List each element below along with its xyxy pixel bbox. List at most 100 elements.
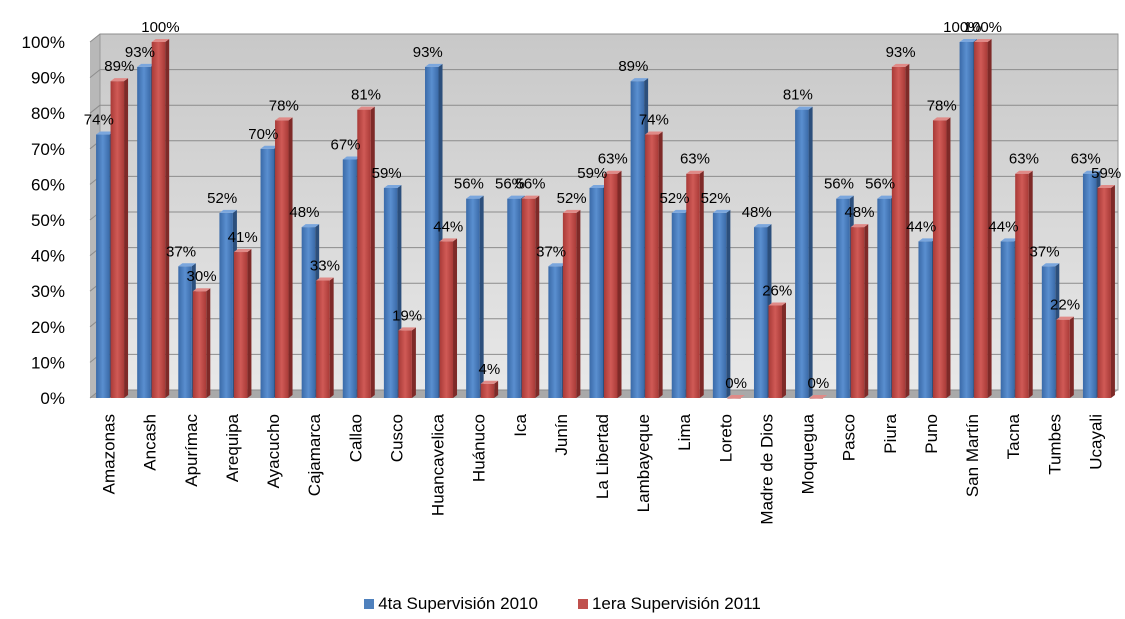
data-label: 0% xyxy=(808,375,830,392)
data-label: 78% xyxy=(269,97,299,114)
data-label: 93% xyxy=(413,44,443,61)
data-label: 59% xyxy=(372,165,402,182)
bar-series-2 xyxy=(974,39,992,398)
y-tick-label: 50% xyxy=(31,211,65,230)
bar-series-2 xyxy=(727,395,745,399)
bar-series-2 xyxy=(521,195,540,398)
data-label: 52% xyxy=(207,190,237,207)
data-label: 67% xyxy=(331,136,361,153)
data-label: 37% xyxy=(1030,243,1060,260)
x-tick-label: Madre de Dios xyxy=(757,414,776,525)
x-tick-label: Apurímac xyxy=(182,414,201,487)
data-label: 48% xyxy=(844,204,874,221)
data-label: 78% xyxy=(927,97,957,114)
x-axis: Amazonas Ancash Apurímac Arequipa Ayacucho Ca… xyxy=(100,413,1106,524)
data-label: 56% xyxy=(454,176,484,193)
bar-series-2 xyxy=(932,117,951,398)
data-label: 4% xyxy=(479,361,501,378)
data-label: 44% xyxy=(906,218,936,235)
x-tick-label: Moquegua xyxy=(799,413,818,494)
x-tick-label: Loreto xyxy=(716,414,735,462)
data-label: 93% xyxy=(886,44,916,61)
bar-series-1 xyxy=(712,209,731,398)
data-label: 56% xyxy=(515,176,545,193)
bar-series-2 xyxy=(110,78,129,398)
bar-series-2 xyxy=(439,238,458,398)
gridline-depth xyxy=(89,69,101,78)
data-label: 22% xyxy=(1050,297,1080,314)
bar-series-2 xyxy=(768,302,786,398)
x-tick-label: Tumbes xyxy=(1045,414,1064,475)
legend-swatch-series-2 xyxy=(577,599,588,609)
y-tick-label: 60% xyxy=(31,175,65,194)
x-tick-label: Cusco xyxy=(387,414,406,462)
data-label: 63% xyxy=(1009,151,1039,168)
y-tick-label: 90% xyxy=(31,69,65,88)
data-label: 100% xyxy=(141,19,179,36)
data-label: 89% xyxy=(104,58,134,75)
bar-series-2 xyxy=(850,224,869,398)
data-label: 0% xyxy=(725,375,747,392)
x-tick-label: La Libertad xyxy=(593,414,612,499)
data-label: 52% xyxy=(659,190,689,207)
data-label: 37% xyxy=(166,243,196,260)
data-label: 81% xyxy=(783,87,813,104)
y-tick-label: 70% xyxy=(31,140,65,159)
x-tick-label: Junín xyxy=(552,414,571,456)
legend: 4ta Supervisión 2010 1era Supervisión 20… xyxy=(0,594,1125,614)
chart-svg: 0% 10% 20% 30% 40% 50% 60% 70% 80% 90% 100% 74% 89%… xyxy=(22,19,1122,525)
x-tick-label: Ayacucho xyxy=(264,414,283,488)
data-label: 59% xyxy=(1091,165,1121,182)
x-tick-label: Lima xyxy=(675,413,694,450)
data-label: 70% xyxy=(248,126,278,143)
data-label: 41% xyxy=(228,229,258,246)
x-tick-label: Tacna xyxy=(1004,413,1023,459)
y-tick-label: 0% xyxy=(40,389,65,408)
x-tick-label: Piura xyxy=(881,413,900,453)
bar-series-2 xyxy=(1097,184,1115,398)
x-tick-label: Puno xyxy=(922,414,941,454)
bar-series-2 xyxy=(645,131,663,398)
data-label: 100% xyxy=(943,19,981,36)
x-tick-label: Huánuco xyxy=(470,414,489,482)
data-label: 63% xyxy=(598,151,628,168)
data-label: 52% xyxy=(701,190,731,207)
bar-series-2 xyxy=(151,39,170,398)
data-label: 63% xyxy=(1071,151,1101,168)
bar-series-2 xyxy=(604,170,622,398)
x-tick-label: Arequipa xyxy=(223,413,242,482)
data-label: 56% xyxy=(824,176,854,193)
data-label: 52% xyxy=(557,190,587,207)
bar-series-2 xyxy=(562,209,581,398)
bar-series-2 xyxy=(192,288,211,398)
data-label: 74% xyxy=(639,112,669,129)
legend-label-series-2: 1era Supervisión 2011 xyxy=(591,594,761,613)
data-label: 93% xyxy=(125,44,155,61)
data-label: 81% xyxy=(351,87,381,104)
data-label: 56% xyxy=(865,176,895,193)
data-label: 44% xyxy=(433,218,463,235)
x-tick-label: Ancash xyxy=(141,414,160,471)
bar-series-2 xyxy=(480,380,499,398)
y-tick-label: 10% xyxy=(31,353,65,372)
data-label: 74% xyxy=(84,112,114,129)
data-label: 100% xyxy=(964,19,1002,36)
x-tick-label: Ica xyxy=(511,413,530,436)
bar-series-2 xyxy=(891,63,910,399)
bar-series-2 xyxy=(357,106,375,398)
x-tick-label: Huancavelica xyxy=(429,413,448,516)
y-tick-label: 30% xyxy=(31,282,65,301)
x-tick-label: San Martín xyxy=(963,414,982,497)
bar-series-2 xyxy=(316,277,334,398)
bar-series-1 xyxy=(466,195,484,398)
bar-series-2 xyxy=(233,249,252,398)
data-label: 30% xyxy=(187,268,217,285)
legend-label-series-1: 4ta Supervisión 2010 xyxy=(378,594,538,613)
y-tick-label: 80% xyxy=(31,104,65,123)
data-label: 37% xyxy=(536,243,566,260)
bar-series-2 xyxy=(1056,316,1074,398)
bars xyxy=(96,39,1115,399)
y-axis: 0% 10% 20% 30% 40% 50% 60% 70% 80% 90% 100% xyxy=(22,33,65,408)
data-label: 63% xyxy=(680,151,710,168)
data-label: 59% xyxy=(577,165,607,182)
